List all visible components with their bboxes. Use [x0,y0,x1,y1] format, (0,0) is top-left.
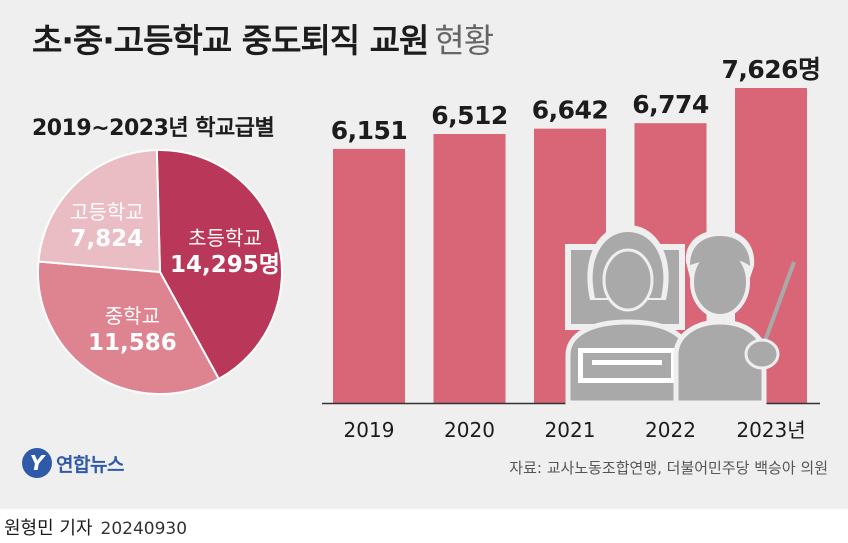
bar-data-label: 6,151 [331,116,408,145]
pie-label-name: 고등학교 [70,200,144,224]
bar-chart: 6,151 2019 6,512 2020 6,642 2021 6,774 2022 7,62… [322,55,821,442]
pie-label-name: 중학교 [104,304,160,328]
yonhap-logo: Y 연합뉴스 [22,448,124,478]
pie-label-high: 고등학교 7,824 [70,200,144,254]
pie-slice-high [37,149,162,274]
pie-slice-middle [37,260,221,395]
teachers-icon [565,225,796,406]
pie-label-value: 7,824 [70,226,144,252]
pie-title: 2019~2023년 학교급별 [32,116,275,141]
x-tick-label: 2020 [444,418,495,442]
pie-label-elementary: 초등학교 14,295명 [170,226,280,280]
infographic-panel: 초·중·고등학교 중도퇴직 교원 현황 2019~2023년 학교급별 초등학교 … [0,0,848,509]
pie-chart [37,149,283,395]
bar-2020 [433,134,506,403]
bar-data-label: 6,512 [431,101,508,130]
pie-label-middle: 중학교 11,586 [88,304,177,358]
bar-data-label: 6,642 [532,96,609,125]
title-main: 초·중·고등학교 중도퇴직 교원 [32,21,429,60]
x-tick-label: 2019 [344,418,395,442]
source-note: 자료: 교사노동조합연맹, 더불어민주당 백승아 의원 [509,459,828,477]
bar-2019 [333,148,405,403]
bar-data-label: 6,774 [632,90,709,119]
credit-line: 원형민 기자 20240930 [4,514,187,540]
x-tick-label: 2023년 [736,418,805,442]
pie-label-name: 초등학교 [188,226,262,250]
chart-title: 초·중·고등학교 중도퇴직 교원 현황 [32,14,494,62]
credit-author: 원형민 기자 [4,518,93,539]
title-sub: 현황 [434,21,494,60]
pie-label-value: 11,586 [88,330,177,356]
x-tick-label: 2021 [545,418,596,442]
logo-text: 연합뉴스 [56,453,124,476]
bar-data-label: 7,626명 [721,55,820,84]
pie-label-value: 14,295명 [170,252,280,278]
credit-date: 20240930 [100,519,188,539]
x-tick-label: 2022 [645,418,696,442]
logo-mark: Y [22,448,52,478]
